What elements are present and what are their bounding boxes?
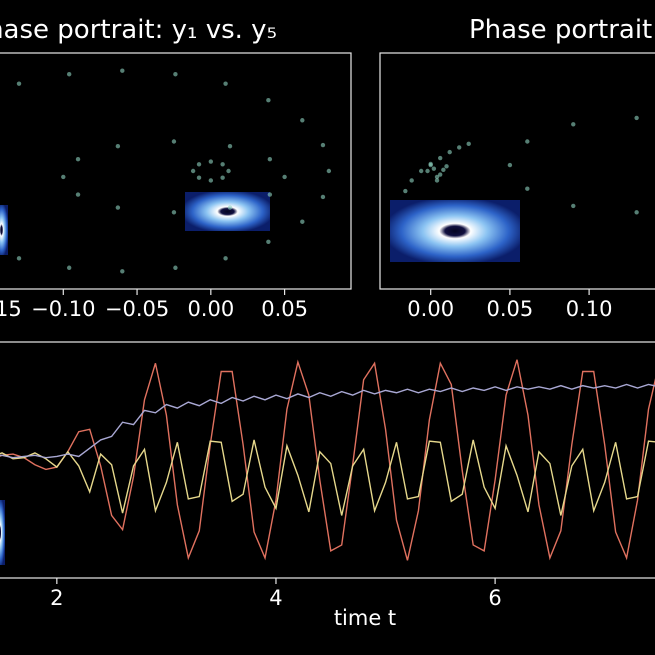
plot-area: [0, 359, 655, 561]
scatter-point: [226, 168, 231, 174]
scatter-point: [173, 265, 178, 270]
scatter-point: [428, 162, 433, 168]
plot-area: [403, 115, 639, 215]
scatter-point: [441, 167, 446, 173]
x-tick-label: 0.05: [261, 297, 308, 321]
scatter-point: [457, 145, 462, 150]
scatter-point: [403, 188, 408, 194]
scatter-point: [75, 192, 81, 197]
scatter-point: [120, 68, 125, 73]
inset-image: [0, 500, 5, 565]
scatter-point: [171, 210, 177, 215]
scatter-point: [66, 72, 72, 77]
scatter-point: [120, 269, 125, 274]
line-series: [0, 383, 655, 459]
scatter-point: [409, 178, 414, 183]
scatter-point: [223, 256, 228, 261]
chart-title: Phase portrait: [469, 15, 652, 45]
scatter-point: [434, 178, 440, 183]
axes-frame: [379, 52, 655, 290]
scatter-point: [66, 265, 72, 270]
x-tick-label: 6: [488, 586, 501, 610]
scatter-point: [525, 186, 530, 191]
x-axis-label: time t: [334, 606, 396, 630]
x-tick-label: 4: [269, 586, 282, 610]
scatter-point: [208, 159, 214, 164]
scatter-point: [571, 203, 576, 209]
axes-frame: [0, 52, 352, 290]
scatter-point: [431, 166, 437, 171]
scatter-point: [61, 174, 66, 180]
scatter-point: [418, 168, 424, 174]
scatter-point: [634, 115, 639, 121]
scatter-point: [223, 81, 228, 86]
inset-image: [0, 205, 8, 255]
x-tick-label: 2: [50, 586, 63, 610]
scatter-point: [320, 142, 326, 148]
inset-image: [390, 200, 520, 262]
scatter-point: [16, 256, 22, 261]
plot-area: [16, 68, 332, 274]
scatter-point: [267, 157, 273, 162]
scatter-point: [115, 205, 121, 210]
scatter-point: [466, 141, 471, 147]
scatter-point: [16, 81, 22, 86]
scatter-point: [227, 144, 233, 149]
line-series: [0, 359, 655, 561]
scatter-point: [173, 72, 178, 77]
x-tick-label: 0.00: [187, 297, 234, 321]
x-tick-label: −0.05: [105, 297, 169, 321]
scatter-point: [437, 155, 443, 161]
scatter-point: [447, 149, 452, 155]
scatter-point: [196, 175, 202, 180]
scatter-point: [320, 194, 326, 200]
chart-title: Phase portrait: y₁ vs. y₅: [0, 15, 277, 45]
scatter-point: [115, 144, 121, 149]
scatter-point: [190, 168, 196, 174]
scatter-point: [171, 139, 177, 144]
scatter-point: [266, 98, 271, 103]
scatter-point: [326, 168, 332, 174]
scatter-point: [425, 168, 430, 174]
scatter-point: [571, 122, 576, 127]
x-tick-label: 0.05: [487, 297, 534, 321]
inset-image: [185, 192, 270, 231]
axes-frame: [0, 341, 655, 579]
x-tick-label: 0.00: [407, 297, 454, 321]
scatter-point: [437, 172, 443, 177]
scatter-point: [208, 178, 214, 183]
scatter-point: [282, 174, 287, 180]
scatter-point: [634, 210, 639, 215]
line-series: [0, 439, 655, 516]
scatter-point: [507, 162, 513, 168]
scatter-point: [227, 205, 233, 210]
scatter-point: [196, 162, 202, 167]
scatter-point: [434, 174, 440, 180]
scatter-point: [220, 175, 225, 180]
scatter-point: [220, 162, 225, 167]
scatter-point: [300, 118, 305, 123]
scatter-point: [75, 157, 81, 162]
x-tick-label: −0.10: [31, 297, 95, 321]
scatter-point: [300, 219, 305, 224]
scatter-point: [267, 192, 273, 197]
x-tick-label: 0.10: [566, 297, 613, 321]
scatter-point: [266, 239, 271, 244]
x-tick-label: −0.15: [0, 297, 22, 321]
scatter-point: [525, 139, 530, 144]
scatter-point: [444, 164, 449, 169]
